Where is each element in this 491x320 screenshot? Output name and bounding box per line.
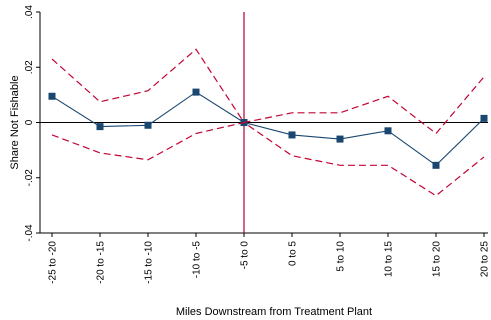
- x-tick-label: -5 to 0: [240, 241, 251, 270]
- x-axis-title: Miles Downstream from Treatment Plant: [176, 306, 372, 318]
- estimate-point: [288, 131, 296, 139]
- x-tick-label: 10 to 15: [384, 241, 395, 278]
- x-tick-label: -10 to -5: [192, 241, 203, 279]
- estimate-point: [96, 123, 104, 131]
- x-tick-label: -20 to -15: [96, 241, 107, 284]
- y-tick-label: .04: [24, 5, 35, 19]
- estimate-point: [432, 161, 440, 169]
- estimate-point: [384, 127, 392, 135]
- series-line-lower-ci: [51, 121, 485, 197]
- x-tick-label: 15 to 20: [432, 241, 443, 278]
- x-tick-label: 20 to 25: [480, 241, 491, 278]
- estimate-point: [48, 92, 56, 100]
- y-tick-label: .02: [24, 60, 35, 74]
- series-line-estimate: [51, 91, 485, 167]
- estimate-point: [480, 114, 488, 122]
- series-line-upper-ci: [51, 48, 485, 135]
- x-tick-label: -25 to -20: [48, 241, 59, 284]
- y-axis-title: Share Not Fishable: [9, 75, 21, 169]
- series-group: [48, 48, 488, 197]
- x-tick-label: 0 to 5: [288, 241, 299, 266]
- y-tick-label: -.02: [24, 169, 35, 187]
- estimate-point: [144, 121, 152, 129]
- estimate-point: [192, 88, 200, 96]
- tick-labels: -.04 -.02 0 .02 .04 -25 to -20 -20 to -15 -15 t…: [24, 5, 491, 284]
- estimate-point: [336, 135, 344, 143]
- y-tick-label: 0: [24, 119, 35, 125]
- x-tick-label: 5 to 10: [336, 241, 347, 272]
- y-tick-label: -.04: [24, 224, 35, 242]
- x-tick-label: -15 to -10: [144, 241, 155, 284]
